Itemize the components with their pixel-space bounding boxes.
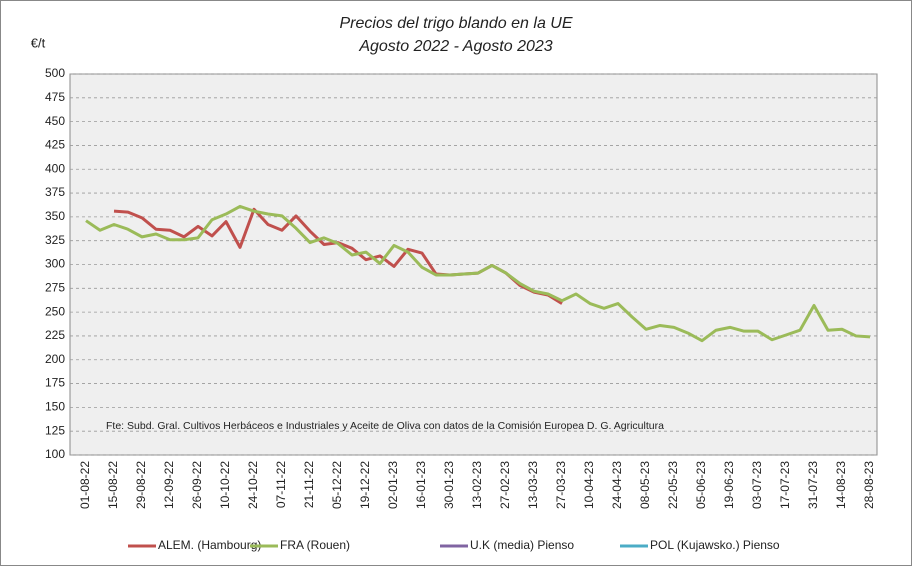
y-tick-label: 425 xyxy=(45,138,65,152)
x-tick-label: 05-12-22 xyxy=(330,461,344,509)
x-tick-label: 27-03-23 xyxy=(554,461,568,509)
y-tick-label: 275 xyxy=(45,280,65,294)
y-tick-label: 450 xyxy=(45,114,65,128)
chart-title: Precios del trigo blando en la UE xyxy=(339,15,572,32)
source-note: Fte: Subd. Gral. Cultivos Herbáceos e In… xyxy=(106,420,664,432)
x-tick-label: 30-01-23 xyxy=(442,461,456,509)
x-tick-label: 10-10-22 xyxy=(218,461,232,509)
x-tick-label: 16-01-23 xyxy=(414,461,428,509)
y-tick-label: 375 xyxy=(45,185,65,199)
x-tick-label: 19-06-23 xyxy=(722,461,736,509)
x-tick-label: 22-05-23 xyxy=(666,461,680,509)
x-tick-label: 01-08-22 xyxy=(78,461,92,509)
y-tick-label: 250 xyxy=(45,304,65,318)
x-tick-label: 05-06-23 xyxy=(694,461,708,509)
x-tick-label: 28-08-23 xyxy=(862,461,876,509)
x-tick-label: 24-04-23 xyxy=(610,461,624,509)
x-tick-label: 24-10-22 xyxy=(246,461,260,509)
y-tick-label: 350 xyxy=(45,209,65,223)
x-tick-label: 17-07-23 xyxy=(778,461,792,509)
x-tick-label: 27-02-23 xyxy=(498,461,512,509)
x-tick-label: 31-07-23 xyxy=(806,461,820,509)
x-tick-label: 07-11-22 xyxy=(274,461,288,508)
y-tick-label: 400 xyxy=(45,161,65,175)
x-tick-label: 13-03-23 xyxy=(526,461,540,509)
y-tick-label: 200 xyxy=(45,352,65,366)
y-tick-label: 150 xyxy=(45,400,65,414)
x-tick-label: 26-09-22 xyxy=(190,461,204,509)
y-axis-label: €/t xyxy=(31,35,46,50)
x-tick-label: 03-07-23 xyxy=(750,461,764,509)
x-tick-label: 02-01-23 xyxy=(386,461,400,509)
x-tick-label: 15-08-22 xyxy=(106,461,120,509)
y-tick-label: 225 xyxy=(45,328,65,342)
y-tick-label: 325 xyxy=(45,233,65,247)
legend-label: POL (Kujawsko.) Pienso xyxy=(650,538,780,552)
x-tick-label: 14-08-23 xyxy=(834,461,848,509)
x-tick-label: 12-09-22 xyxy=(162,461,176,509)
y-tick-label: 475 xyxy=(45,90,65,104)
y-tick-label: 500 xyxy=(45,66,65,80)
legend-label: FRA (Rouen) xyxy=(280,538,350,552)
legend-label: U.K (media) Pienso xyxy=(470,538,574,552)
x-tick-label: 19-12-22 xyxy=(358,461,372,509)
y-tick-label: 300 xyxy=(45,257,65,271)
legend-label: ALEM. (Hambourg) xyxy=(158,538,261,552)
series-line xyxy=(85,204,871,343)
x-tick-label: 10-04-23 xyxy=(582,461,596,509)
x-tick-label: 13-02-23 xyxy=(470,461,484,509)
chart-subtitle: Agosto 2022 - Agosto 2023 xyxy=(358,38,552,55)
x-tick-label: 29-08-22 xyxy=(134,461,148,509)
y-tick-label: 100 xyxy=(45,447,65,461)
x-tick-label: 21-11-22 xyxy=(302,461,316,508)
y-tick-label: 175 xyxy=(45,376,65,390)
y-tick-label: 125 xyxy=(45,423,65,437)
x-tick-label: 08-05-23 xyxy=(638,461,652,509)
